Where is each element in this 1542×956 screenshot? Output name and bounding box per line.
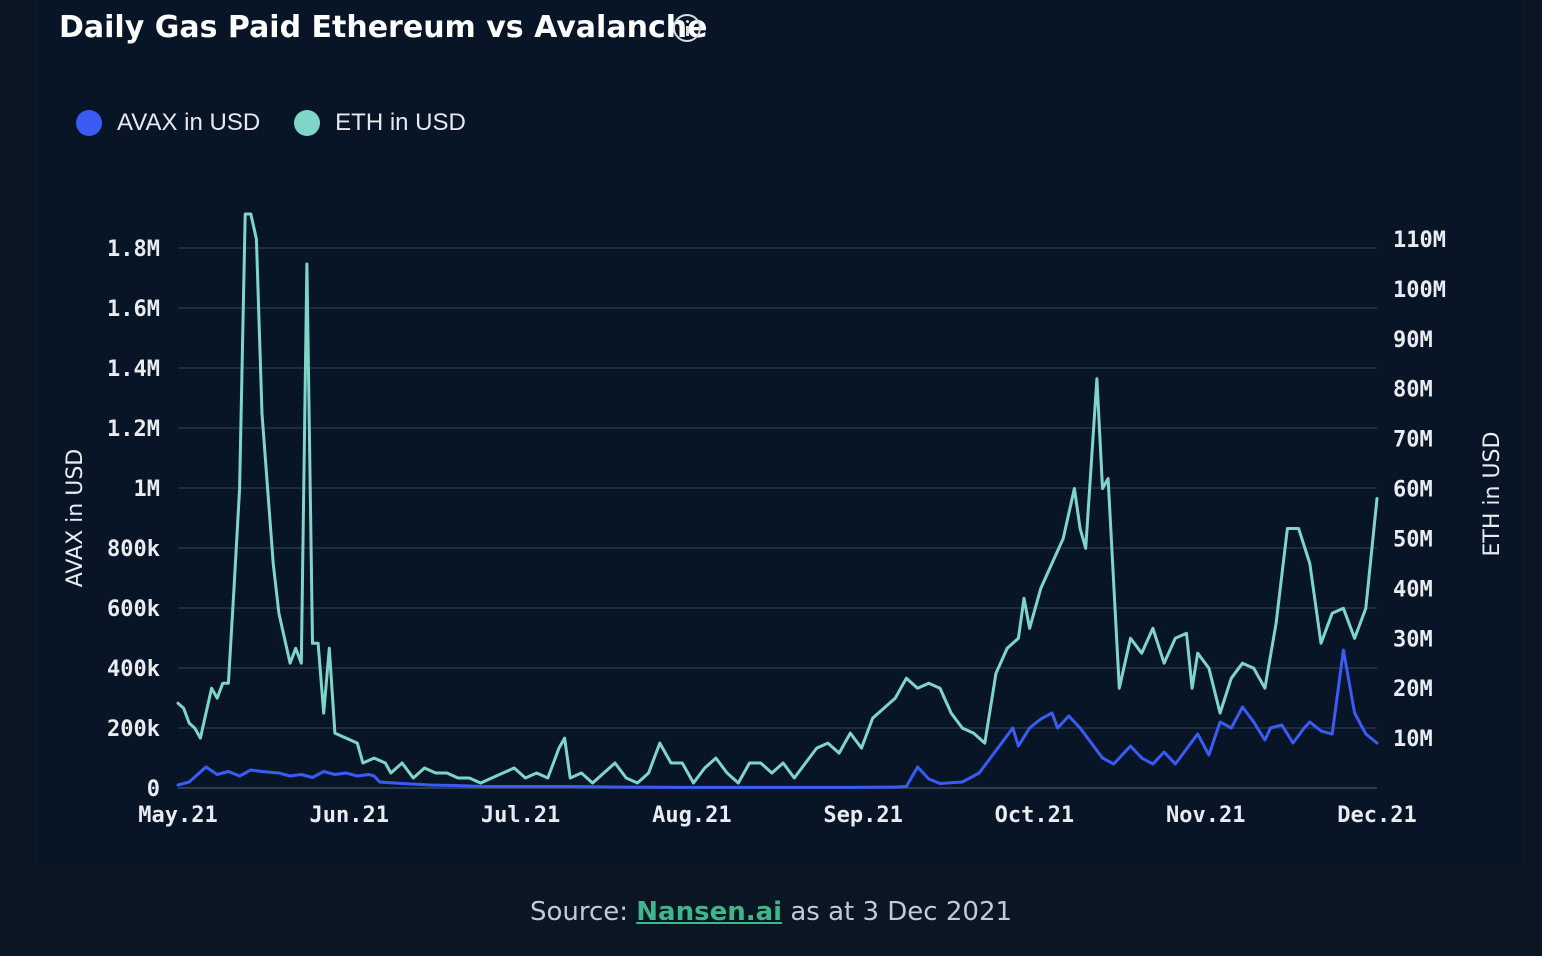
y-left-tick-label: 1.4M bbox=[107, 357, 160, 382]
y-left-tick-label: 1.8M bbox=[107, 237, 160, 262]
source-caption: Source: Nansen.ai as at 3 Dec 2021 bbox=[0, 897, 1542, 927]
chart-title: Daily Gas Paid Ethereum vs Avalanche bbox=[59, 10, 708, 45]
avax-legend-marker bbox=[76, 110, 102, 136]
y-left-tick-label: 1.6M bbox=[107, 297, 160, 322]
y-right-tick-label: 40M bbox=[1393, 577, 1433, 602]
legend-label-avax: AVAX in USD bbox=[117, 109, 261, 136]
y-axis-right-title: ETH in USD bbox=[1480, 432, 1505, 557]
series-line-avax bbox=[176, 648, 1379, 789]
chart-legend: AVAX in USD ETH in USD bbox=[76, 108, 500, 138]
y-right-tick-label: 30M bbox=[1393, 627, 1433, 652]
eth-legend-marker bbox=[294, 110, 321, 136]
y-right-tick-label: 110M bbox=[1393, 228, 1446, 253]
x-tick-label: Jun.21 bbox=[310, 803, 389, 828]
y-right-tick-label: 10M bbox=[1393, 727, 1433, 752]
chart-panel bbox=[38, 0, 1522, 868]
source-prefix: Source: bbox=[529, 897, 629, 927]
x-tick-label: Dec.21 bbox=[1337, 803, 1416, 828]
y-left-tick-label: 400k bbox=[107, 657, 160, 682]
y-right-tick-label: 100M bbox=[1393, 278, 1446, 303]
x-tick-label: Aug.21 bbox=[652, 803, 731, 828]
grid-layer bbox=[178, 247, 1377, 789]
x-tick-label: Jul.21 bbox=[481, 803, 560, 828]
y-left-tick-label: 200k bbox=[107, 717, 160, 742]
y-right-tick-label: 20M bbox=[1393, 677, 1433, 702]
y-right-tick-label: 90M bbox=[1393, 328, 1433, 353]
y-left-tick-label: 1M bbox=[134, 477, 161, 502]
series-line-eth bbox=[176, 212, 1379, 785]
x-tick-label: Oct.21 bbox=[995, 803, 1074, 828]
y-axis-right: 10M 20M 30M 40M 50M 60M 70M 80M 90M 100M 110M bbox=[1393, 228, 1446, 752]
x-axis: May.21 Jun.21 Jul.21 Aug.21 Sep.21 Oct.21 Nov.… bbox=[138, 803, 1416, 828]
y-axis-left-title: AVAX in USD bbox=[63, 449, 88, 587]
legend-item-avax[interactable]: AVAX in USD bbox=[76, 109, 260, 137]
y-left-tick-label: 800k bbox=[107, 537, 160, 562]
x-tick-label: Sep.21 bbox=[823, 803, 902, 828]
source-link[interactable]: Nansen.ai bbox=[636, 897, 783, 927]
legend-label-eth: ETH in USD bbox=[335, 109, 466, 136]
series-layer bbox=[176, 212, 1379, 789]
y-right-tick-label: 60M bbox=[1393, 478, 1433, 503]
source-suffix: as at 3 Dec 2021 bbox=[790, 897, 1013, 927]
y-left-tick-label: 1.2M bbox=[107, 417, 160, 442]
legend-item-eth[interactable]: ETH in USD bbox=[294, 109, 466, 137]
x-tick-label: May.21 bbox=[138, 803, 217, 828]
x-tick-label: Nov.21 bbox=[1166, 803, 1245, 828]
y-left-tick-label: 0 bbox=[147, 777, 160, 802]
info-icon[interactable] bbox=[673, 14, 701, 42]
y-right-tick-label: 70M bbox=[1393, 428, 1433, 453]
y-right-tick-label: 80M bbox=[1393, 378, 1433, 403]
y-right-tick-label: 50M bbox=[1393, 527, 1433, 552]
y-left-tick-label: 600k bbox=[107, 597, 160, 622]
line-chart: 0 200k 400k 600k 800k 1M 1.2M 1.4M 1.6M 1.8M 10M 2… bbox=[63, 212, 1505, 828]
y-axis-left: 0 200k 400k 600k 800k 1M 1.2M 1.4M 1.6M 1.8M bbox=[107, 237, 160, 802]
